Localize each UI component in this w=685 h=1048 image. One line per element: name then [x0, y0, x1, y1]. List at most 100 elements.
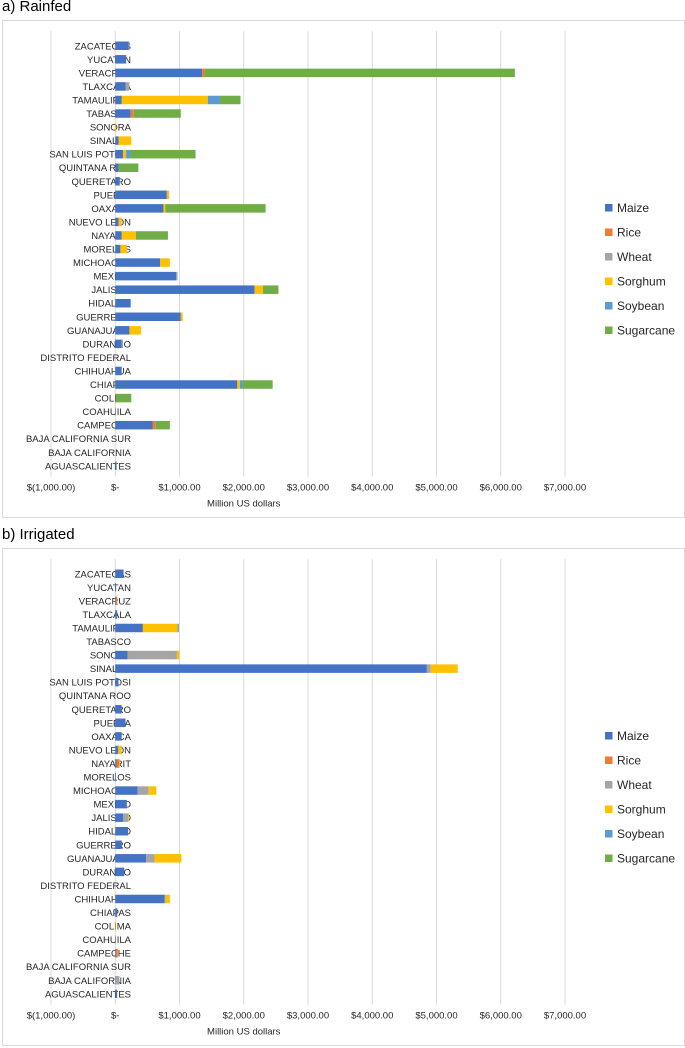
category-label: SINALOA — [90, 664, 132, 675]
category-label: GUANAJUATO — [67, 854, 131, 865]
legend-swatch-wheat — [605, 253, 613, 261]
bar-maize-zacatecas — [115, 41, 129, 51]
bar-sorghum-chiapas — [237, 380, 240, 389]
bar-maize-tabasco — [115, 109, 131, 118]
category-label: CHIHUAHUA — [75, 894, 132, 905]
x-axis-title: Million US dollars — [207, 499, 281, 510]
bar-sorghum-sonora — [115, 122, 117, 132]
bar-sugarcane-nayarit — [135, 231, 168, 240]
legend-swatch-maize — [605, 732, 613, 740]
category-label: QUERETARO — [72, 705, 131, 716]
category-label: COLIMA — [95, 394, 132, 405]
category-label: CHIAPAS — [90, 908, 131, 919]
category-label: VERACRUZ — [79, 68, 131, 79]
bar-maize-chiapas — [115, 380, 238, 389]
category-label: GUANAJUATO — [67, 326, 131, 337]
bar-maize-aguascalientes — [115, 461, 117, 471]
category-label: OAXACA — [91, 732, 131, 743]
bar-sorghum-sinaloa — [118, 136, 132, 145]
legend-swatch-sorghum — [605, 277, 613, 285]
bar-maize-nuevo-leon — [115, 745, 118, 755]
bar-sorghum-nayarit — [119, 759, 120, 768]
bar-wheat-coahuila — [115, 935, 117, 944]
legend-label-wheat: Wheat — [617, 250, 652, 264]
bar-wheat-chihuahua — [164, 894, 166, 904]
bar-maize-veracruz — [115, 68, 202, 78]
legend-swatch-rice — [605, 228, 613, 236]
category-label: GUERRERO — [76, 840, 131, 851]
bar-maize-yucatan — [115, 583, 117, 592]
bar-sorghum-san-luis-potosi — [122, 149, 127, 159]
bar-wheat-mexico — [176, 271, 178, 281]
x-tick-label: $2,000.00 — [223, 483, 265, 494]
category-label: HIDALGO — [88, 299, 131, 310]
bar-maize-quintana-roo — [115, 163, 119, 172]
category-label: TAMAULIPAS — [72, 623, 131, 634]
bar-maize-queretaro — [115, 177, 120, 186]
category-label: SAN LUIS POTOSI — [49, 678, 131, 689]
legend: Maize Rice Wheat Sorghum Soybean Sugarcane — [605, 201, 675, 338]
category-labels: ZACATECAS YUCATAN VERACRUZ TLAXCALA TAMAULIP… — [26, 41, 132, 472]
bar-wheat-sonora — [127, 650, 177, 660]
bar-wheat-nuevo-leon — [117, 745, 119, 755]
legend-swatch-sugarcane — [605, 854, 613, 862]
bar-maize-guerrero — [115, 840, 122, 850]
category-label: HIDALGO — [88, 827, 131, 838]
x-tick-label: $3,000.00 — [287, 483, 329, 494]
bar-sorghum-sinaloa — [430, 664, 458, 673]
bar-maize-jalisco — [115, 813, 123, 822]
x-tick-label: $(1,000.00) — [27, 483, 76, 494]
bar-sorghum-michoacan — [148, 786, 157, 795]
x-tick-label: $- — [111, 483, 119, 494]
bar-sugarcane-quintana-roo — [118, 163, 139, 172]
legend-label-sorghum: Sorghum — [617, 275, 666, 289]
legend-label-rice: Rice — [617, 754, 641, 768]
bar-wheat-puebla — [166, 190, 168, 200]
category-label: AGUASCALIENTES — [45, 989, 131, 1000]
bar-sorghum-nayarit — [121, 231, 136, 240]
category-label: YUCATAN — [87, 55, 131, 66]
category-label: VERACRUZ — [79, 596, 131, 607]
category-label: DISTRITO FEDERAL — [40, 353, 131, 364]
x-tick-labels: $(1,000.00) $- $1,000.00 $2,000.00 $3,000.00… — [27, 1011, 586, 1022]
bar-sugarcane-veracruz — [204, 68, 515, 78]
bar-maize-mexico — [115, 271, 177, 281]
bar-sorghum-jalisco — [128, 813, 129, 822]
category-label: JALISCO — [91, 285, 131, 296]
x-tick-label: $- — [111, 1011, 119, 1022]
bar-maize-durango — [115, 867, 125, 877]
category-label: BAJA CALIFORNIA SUR — [26, 434, 131, 445]
bar-sorghum-tamaulipas — [142, 623, 178, 633]
bar-maize-tamaulipas — [115, 95, 122, 105]
category-label: DISTRITO FEDERAL — [40, 881, 131, 892]
bar-sorghum-oaxaca — [163, 204, 166, 213]
category-label: GUERRERO — [76, 312, 131, 323]
bar-maize-aguascalientes — [115, 989, 118, 999]
chart-rainfed-svg: ZACATECAS YUCATAN VERACRUZ TLAXCALA TAMAULIP… — [26, 31, 675, 510]
bar-maize-sinaloa — [115, 664, 427, 673]
gridlines — [50, 31, 566, 477]
bar-maize-guerrero — [115, 312, 181, 322]
category-label: ZACATECAS — [75, 569, 131, 580]
chart-rainfed: ZACATECAS YUCATAN VERACRUZ TLAXCALA TAMAULIP… — [2, 20, 685, 518]
panel-title-rainfed: a) Rainfed — [2, 0, 72, 15]
bar-maize-chiapas — [115, 908, 118, 917]
category-label: MICHOACAN — [73, 786, 131, 797]
category-label: TABASCO — [86, 109, 131, 120]
bar-wheat-jalisco — [122, 813, 129, 822]
legend-swatch-soybean — [605, 302, 613, 310]
legend-label-sorghum: Sorghum — [617, 803, 666, 817]
bar-sorghum-puebla — [167, 190, 170, 200]
bar-maize-campeche — [115, 420, 153, 430]
bar-maize-chihuahua — [115, 366, 122, 376]
bar-maize-campeche — [115, 948, 117, 958]
category-label: COLIMA — [95, 922, 132, 933]
category-label: MICHOACAN — [73, 258, 131, 269]
x-tick-label: $7,000.00 — [544, 1011, 586, 1022]
bar-sugarcane-tabasco — [133, 109, 181, 118]
x-tick-label: $5,000.00 — [415, 1011, 457, 1022]
bar-wheat-zacatecas — [128, 41, 130, 51]
category-label: SAN LUIS POTOSI — [49, 150, 131, 161]
x-axis-title: Million US dollars — [207, 1027, 281, 1038]
bar-wheat-durango — [121, 339, 123, 349]
